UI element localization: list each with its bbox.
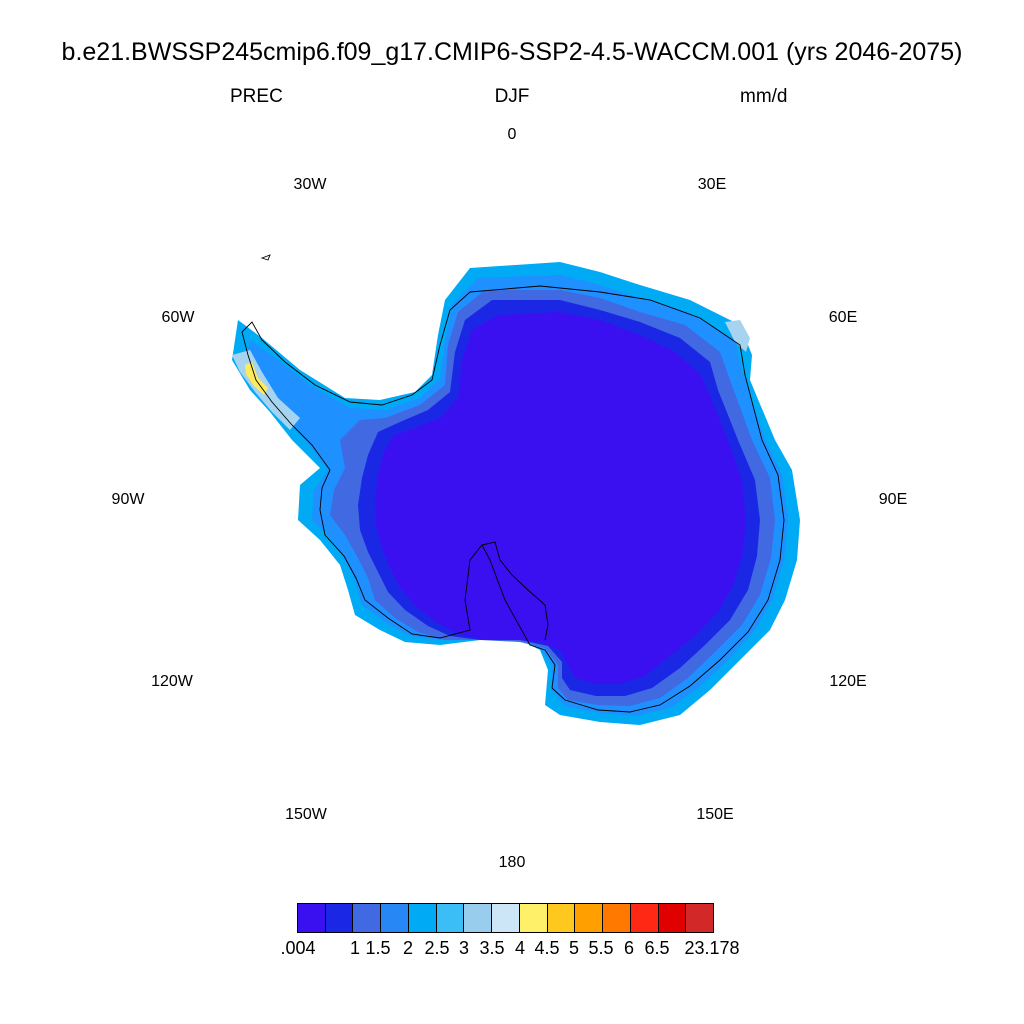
plot-title: b.e21.BWSSP245cmip6.f09_g17.CMIP6-SSP2-4… [61,38,963,66]
colorbar-tick-label: 1 [349,938,361,958]
colorbar-box [518,903,548,933]
colorbar-box [629,903,659,933]
lon-label: 120W [151,673,194,690]
colorbar-box [685,903,715,933]
colorbar-tick-label: 5 [568,938,580,958]
colorbar-tick-label: 3 [458,938,470,958]
units-label: mm/d [740,86,788,107]
colorbar-tick-label: 1.5 [365,938,391,958]
colorbar-tick-label: 6.5 [644,938,670,958]
colorbar-box [574,903,604,933]
coastline-main [241,285,785,713]
island-outline [260,254,271,261]
colorbar-tick-label: 2.5 [424,938,450,958]
longitude-labels: 0 30E 60E 90E 120E 150E 180 150W 120W 90… [112,126,908,871]
colorbar-box [491,903,520,933]
variable-label: PREC [230,86,283,107]
colorbar-box [407,903,437,933]
colorbar [297,903,715,933]
colorbar-box [324,903,354,933]
colorbar-box [463,903,493,933]
colorbar-tick-label: .004 [280,938,316,958]
lon-label: 0 [508,126,517,143]
colorbar-tick-label: 4 [514,938,526,958]
lon-label: 90W [112,491,146,508]
precip-field [232,262,800,725]
colorbar-box [657,903,687,933]
peninsula-yellow-patch [245,362,268,395]
colorbar-box [435,903,465,933]
lon-label: 150E [696,806,733,823]
lon-label: 30W [294,176,328,193]
lon-label: 120E [829,673,866,690]
lon-label: 30E [698,176,726,193]
colorbar-box [297,903,326,933]
interior [375,312,746,684]
east-coast-light-patch [725,320,750,352]
lon-label: 150W [285,806,328,823]
lon-label: 180 [499,854,526,871]
coastlines [241,254,785,713]
ross-ice-shelf [481,541,549,641]
colorbar-box [546,903,576,933]
colorbar-tick-label: 5.5 [588,938,614,958]
lon-label: 90E [879,491,907,508]
lon-label: 60E [829,309,857,326]
colorbar-box [352,903,382,933]
colorbar-box [602,903,631,933]
colorbar-tick-label: 4.5 [534,938,560,958]
season-label: DJF [494,86,530,107]
colorbar-tick-label: 3.5 [479,938,505,958]
colorbar-tick-label: 23.178 [684,938,740,958]
colorbar-tick-label: 2 [402,938,414,958]
lon-label: 60W [162,309,196,326]
colorbar-tick-label: 6 [623,938,635,958]
colorbar-box [380,903,409,933]
